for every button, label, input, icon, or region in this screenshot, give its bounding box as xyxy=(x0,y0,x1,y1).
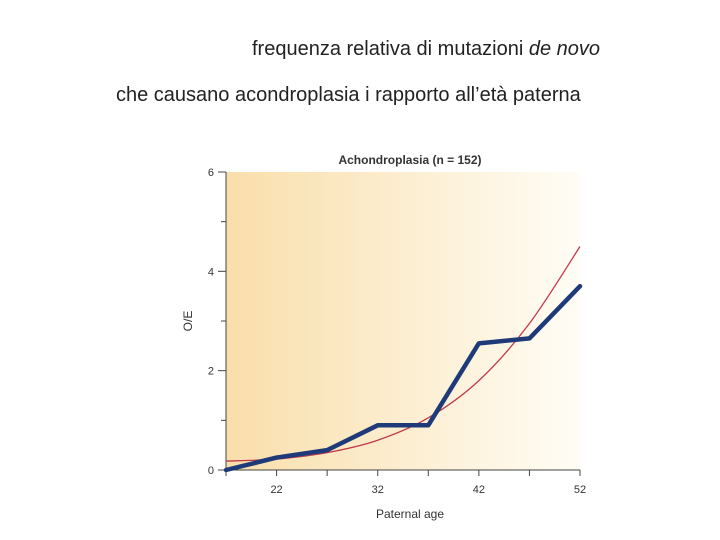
observed-line xyxy=(223,283,583,473)
x-tick-label: 32 xyxy=(372,484,384,496)
x-tick-label: 42 xyxy=(473,484,485,496)
caption-line1-italic: de novo xyxy=(528,38,600,60)
y-tick-label: 4 xyxy=(208,266,214,278)
y-tick-label: 6 xyxy=(208,167,214,179)
slide-title-line1: frequenza relativa di mutazioni de novo xyxy=(252,38,600,61)
y-axis-label: O/E xyxy=(181,311,195,332)
chart-title: Achondroplasia (n = 152) xyxy=(338,153,481,167)
y-tick-label: 0 xyxy=(208,465,214,477)
slide-title-line2: che causano acondroplasia i rapporto all… xyxy=(116,84,581,106)
caption-line1-text: frequenza relativa di mutazioni xyxy=(252,38,529,60)
plot-background xyxy=(226,172,580,470)
axis-ticks: 0 2 4 6 22 32 42 52 xyxy=(208,167,586,496)
series-group xyxy=(223,246,583,473)
x-tick-label: 22 xyxy=(270,484,282,496)
y-tick-label: 2 xyxy=(208,366,214,378)
x-axis-label: Paternal age xyxy=(376,507,444,521)
x-tick-label: 52 xyxy=(574,484,586,496)
